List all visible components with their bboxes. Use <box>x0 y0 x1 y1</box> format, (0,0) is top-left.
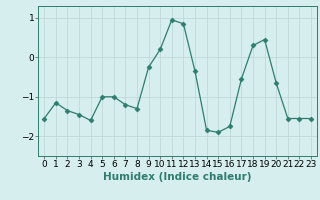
X-axis label: Humidex (Indice chaleur): Humidex (Indice chaleur) <box>103 172 252 182</box>
